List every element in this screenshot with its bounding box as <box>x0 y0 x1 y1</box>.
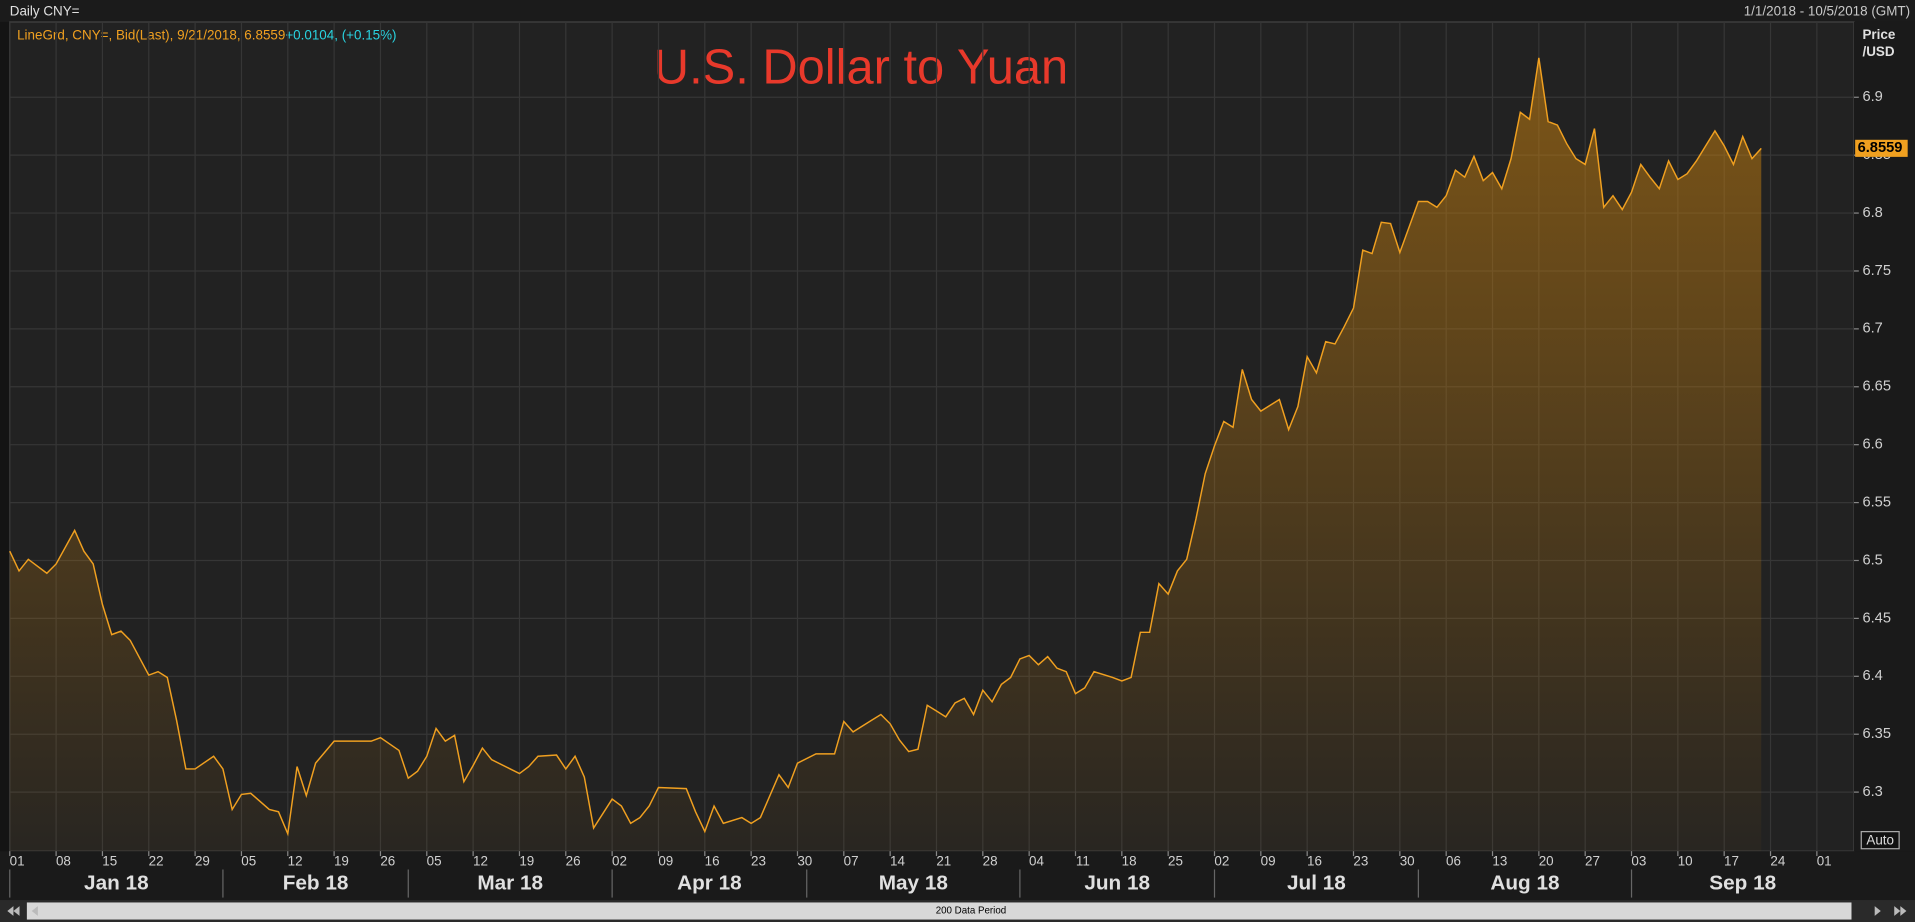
y-tick-label: 6.55 <box>1862 494 1891 510</box>
x-tick-label: 05 <box>427 854 442 869</box>
x-tick-label: 28 <box>983 854 998 869</box>
x-tick-label: 12 <box>473 854 488 869</box>
month-label: Feb 18 <box>283 872 349 895</box>
y-tick-label: 6.3 <box>1862 784 1882 800</box>
x-tick-label: 05 <box>241 854 256 869</box>
x-axis-panel <box>0 851 1915 901</box>
y-tick-label: 6.9 <box>1862 89 1882 105</box>
month-label: Jun 18 <box>1084 872 1150 895</box>
x-tick-label: 09 <box>1261 854 1276 869</box>
y-axis-panel <box>1853 21 1915 852</box>
x-tick-label: 01 <box>10 854 25 869</box>
legend: LineGrd, CNY=, Bid(Last), 9/21/2018, 6.8… <box>17 27 396 42</box>
x-tick-label: 24 <box>1770 854 1785 869</box>
scroll-thumb[interactable] <box>26 902 1852 920</box>
y-tick-label: 6.8 <box>1862 205 1882 221</box>
x-tick-label: 07 <box>844 854 859 869</box>
month-label: Apr 18 <box>677 872 742 895</box>
y-tick-label: 6.6 <box>1862 437 1882 453</box>
auto-button-label[interactable]: Auto <box>1866 832 1894 847</box>
x-tick-label: 01 <box>1817 854 1832 869</box>
x-tick-label: 27 <box>1585 854 1600 869</box>
month-label: Jan 18 <box>84 872 149 895</box>
x-tick-label: 10 <box>1678 854 1693 869</box>
x-tick-label: 08 <box>56 854 71 869</box>
last-value-label: 6.8559 <box>1858 140 1903 156</box>
x-tick-label: 14 <box>890 854 905 869</box>
x-tick-label: 11 <box>1076 854 1090 869</box>
area <box>9 57 1762 852</box>
y-axis-label: /USD <box>1862 44 1894 59</box>
x-tick-label: 21 <box>936 854 951 869</box>
x-tick-label: 03 <box>1631 854 1646 869</box>
y-tick-label: 6.65 <box>1862 379 1891 395</box>
header-right: 1/1/2018 - 10/5/2018 (GMT) <box>1744 4 1910 19</box>
x-tick-label: 02 <box>612 854 627 869</box>
x-tick-label: 20 <box>1539 854 1554 869</box>
x-tick-label: 16 <box>1307 854 1322 869</box>
x-tick-label: 19 <box>519 854 534 869</box>
line <box>9 57 1762 837</box>
x-tick-label: 12 <box>288 854 303 869</box>
month-label: Jul 18 <box>1287 872 1346 895</box>
x-tick-label: 04 <box>1029 854 1044 869</box>
auto-button[interactable] <box>1860 831 1900 850</box>
x-tick-label: 26 <box>566 854 581 869</box>
y-tick-label: 6.35 <box>1862 726 1891 742</box>
y-tick-label: 6.7 <box>1862 321 1882 337</box>
month-label: Aug 18 <box>1490 872 1559 895</box>
last-value-box <box>1855 139 1908 157</box>
scroll-label: 200 Data Period <box>936 906 1006 917</box>
header-left: Daily CNY= <box>10 4 80 19</box>
legend-text: LineGrd, CNY=, Bid(Last), 9/21/2018, 6.8… <box>17 27 285 42</box>
x-tick-label: 22 <box>149 854 164 869</box>
x-tick-label: 02 <box>1214 854 1229 869</box>
y-axis-label: Price <box>1862 27 1895 42</box>
x-tick-label: 23 <box>751 854 766 869</box>
x-tick-label: 30 <box>1400 854 1415 869</box>
y-tick-label: 6.75 <box>1862 263 1891 279</box>
x-tick-label: 13 <box>1492 854 1507 869</box>
x-tick-label: 23 <box>1353 854 1368 869</box>
x-tick-label: 25 <box>1168 854 1183 869</box>
x-tick-label: 06 <box>1446 854 1461 869</box>
header-bar <box>0 0 1915 22</box>
x-tick-label: 26 <box>380 854 395 869</box>
month-label: Mar 18 <box>477 872 543 895</box>
x-tick-label: 30 <box>797 854 812 869</box>
month-label: Sep 18 <box>1709 872 1776 895</box>
chart-title: U.S. Dollar to Yuan <box>654 41 1068 95</box>
legend-change: +0.0104, (+0.15%) <box>285 27 396 42</box>
y-tick-label: 6.4 <box>1862 668 1882 684</box>
x-tick-label: 09 <box>658 854 673 869</box>
x-tick-label: 16 <box>705 854 720 869</box>
x-tick-label: 19 <box>334 854 349 869</box>
x-tick-label: 17 <box>1724 854 1739 869</box>
month-label: May 18 <box>879 872 948 895</box>
x-tick-label: 29 <box>195 854 210 869</box>
x-tick-label: 18 <box>1122 854 1137 869</box>
y-tick-label: 6.45 <box>1862 610 1891 626</box>
x-tick-label: 15 <box>102 854 117 869</box>
y-tick-label: 6.5 <box>1862 552 1882 568</box>
